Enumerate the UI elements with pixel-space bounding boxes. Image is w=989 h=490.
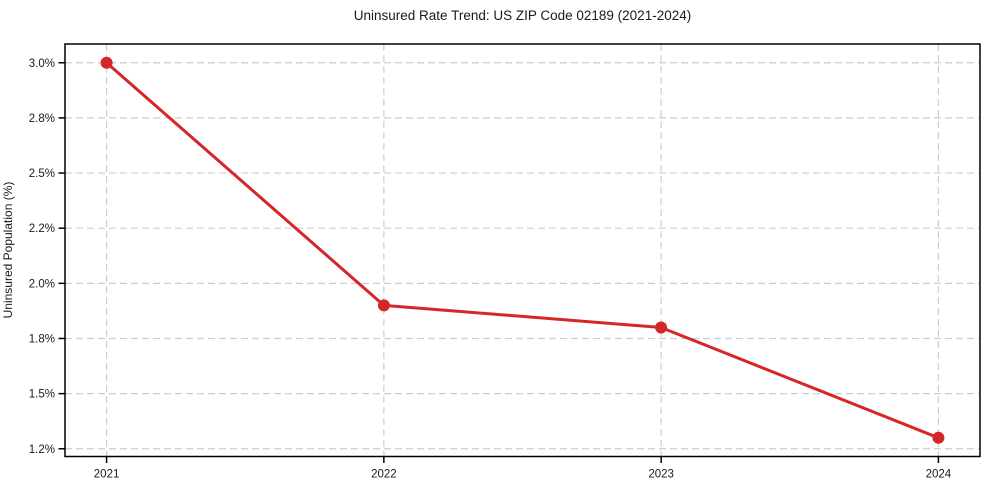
data-point [100, 56, 113, 69]
data-point [655, 321, 668, 334]
y-tick-label: 1.2% [29, 444, 55, 456]
x-tick-label: 2022 [371, 469, 397, 481]
x-tick-label: 2024 [926, 469, 952, 481]
y-tick-label: 1.8% [29, 333, 55, 345]
y-tick-label: 2.2% [29, 223, 55, 235]
data-point [932, 431, 945, 444]
series-layer [100, 56, 945, 444]
x-tick-label: 2021 [94, 469, 120, 481]
data-point [377, 299, 390, 312]
x-tick-label: 2023 [648, 469, 674, 481]
y-tick-label: 2.5% [29, 168, 55, 180]
axes-layer: 1.2% 1.5% 1.8% 2.0% 2.2% 2.5% 2.8% 3.0% 2021 2022… [29, 43, 981, 481]
y-tick-label: 2.8% [29, 113, 55, 125]
y-tick-label: 1.5% [29, 389, 55, 401]
plot-border [64, 43, 981, 458]
grid-layer [65, 44, 980, 457]
trend-line [105, 61, 940, 440]
y-axis-label: Uninsured Population (%) [1, 182, 15, 319]
y-tick-label: 2.0% [29, 278, 55, 290]
y-tick-label: 3.0% [29, 58, 55, 70]
chart-title: Uninsured Rate Trend: US ZIP Code 02189 … [354, 8, 691, 23]
